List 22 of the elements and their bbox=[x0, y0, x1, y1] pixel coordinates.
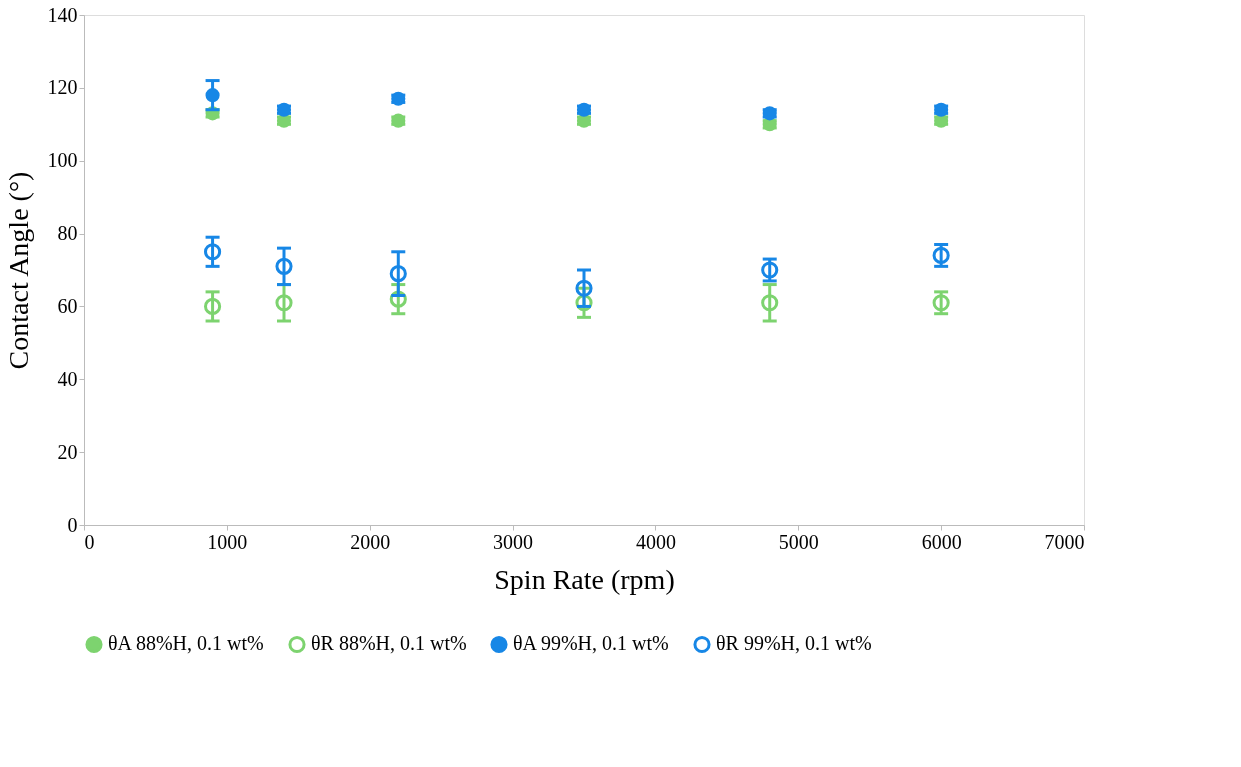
x-tick-label: 2000 bbox=[350, 530, 391, 553]
y-tick-label: 120 bbox=[47, 76, 78, 99]
legend-label: θA 88%H, 0.1 wt% bbox=[108, 632, 264, 655]
x-tick-label: 4000 bbox=[635, 530, 676, 553]
x-tick-label: 3000 bbox=[493, 530, 534, 553]
x-tick-label: 6000 bbox=[921, 530, 962, 553]
y-axis-title: Contact Angle (°) bbox=[2, 171, 34, 370]
y-tick-label: 100 bbox=[47, 149, 78, 172]
x-tick-label: 5000 bbox=[778, 530, 819, 553]
x-tick-label: 7000 bbox=[1044, 530, 1085, 553]
x-tick-label: 1000 bbox=[207, 530, 248, 553]
legend-label: θR 88%H, 0.1 wt% bbox=[311, 632, 467, 655]
y-tick-label: 80 bbox=[57, 222, 78, 245]
y-tick-label: 0 bbox=[67, 513, 78, 536]
legend-label: θA 99%H, 0.1 wt% bbox=[513, 632, 669, 655]
legend-label: θR 99%H, 0.1 wt% bbox=[716, 632, 872, 655]
x-tick-label: 0 bbox=[84, 530, 95, 553]
y-tick-label: 20 bbox=[57, 440, 78, 463]
x-axis-title: Spin Rate (rpm) bbox=[494, 563, 675, 595]
y-tick-label: 60 bbox=[57, 294, 78, 317]
y-tick-label: 140 bbox=[47, 3, 78, 26]
y-tick-label: 40 bbox=[57, 367, 78, 390]
